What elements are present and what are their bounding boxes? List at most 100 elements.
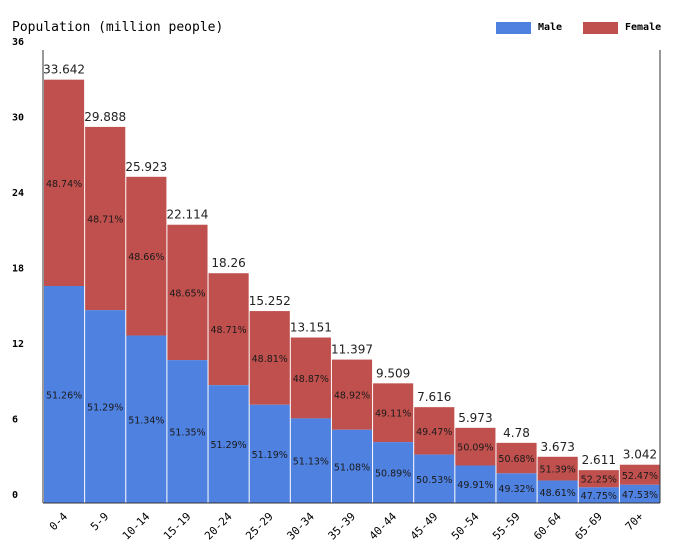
bar-male-50-54 [455,465,496,503]
y-tick-label: 24 [12,188,24,199]
x-tick-label: 60-64 [531,510,564,543]
male-percent-label: 51.29% [87,403,123,414]
bar-female-5-9 [85,126,126,311]
male-percent-label: 51.26% [46,391,82,402]
bar-male-45-49 [414,454,455,503]
total-label: 7.616 [417,390,451,404]
female-percent-label: 48.65% [169,288,205,299]
y-axis: 0 6 12 18 24 30 36 [12,37,24,501]
x-tick-label: 30-34 [284,510,317,543]
male-percent-label: 51.19% [252,450,288,461]
female-percent-label: 48.87% [293,374,329,385]
female-percent-label: 52.25% [581,475,617,486]
bar-female-45-49 [414,407,455,455]
male-percent-label: 50.53% [416,475,452,486]
y-tick-label: 30 [12,113,24,124]
x-tick-label: 45-49 [408,510,441,543]
male-percent-label: 48.61% [540,488,576,499]
bar-female-25-29 [249,311,290,405]
x-tick-label: 55-59 [490,510,523,543]
bar-male-60-64 [537,480,578,503]
female-percent-label: 48.71% [210,325,246,336]
x-tick-label: 10-14 [120,510,153,543]
total-label: 2.611 [582,453,616,467]
legend-swatch-female [583,22,618,34]
total-label: 25.923 [125,160,167,174]
x-tick-label: 35-39 [326,510,359,543]
legend-swatch-male [496,22,531,34]
female-percent-label: 49.11% [375,409,411,420]
male-percent-label: 51.13% [293,457,329,468]
x-tick-label: 0-4 [47,510,71,534]
bar-male-20-24 [208,385,249,503]
male-percent-label: 49.91% [457,480,493,491]
total-label: 13.151 [290,321,332,335]
bar-female-50-54 [455,427,496,466]
total-label: 9.509 [376,366,410,380]
female-percent-label: 48.71% [87,215,123,226]
bar-male-70+ [619,484,660,503]
x-tick-label: 70+ [623,510,647,534]
bar-female-10-14 [126,176,167,336]
bar-male-15-19 [167,360,208,503]
female-percent-label: 51.39% [540,465,576,476]
male-percent-label: 49.32% [498,484,534,495]
legend-label-female: Female [625,22,661,33]
bar-male-30-34 [290,418,331,503]
bar-female-35-39 [331,359,373,430]
bar-male-55-59 [496,473,537,503]
bar-male-25-29 [249,404,290,503]
bar-male-10-14 [126,335,167,503]
female-percent-label: 50.09% [457,443,493,454]
bar-female-60-64 [537,456,578,481]
female-percent-label: 49.47% [416,427,452,438]
x-tick-label: 40-44 [367,510,400,543]
female-percent-label: 50.68% [498,454,534,465]
bar-male-0-4 [44,286,85,503]
bar-female-65-69 [578,470,619,488]
labels-group: 33.642 48.74% 51.26% 29.888 48.71% 51.29% 25.9… [43,63,658,502]
female-percent-label: 48.92% [334,391,370,402]
male-percent-label: 51.34% [128,415,164,426]
bar-female-0-4 [44,79,85,287]
x-tick-label: 50-54 [449,510,482,543]
female-percent-label: 48.66% [128,252,164,263]
total-label: 3.042 [623,448,657,462]
legend-label-male: Male [538,22,562,33]
bar-female-70+ [619,464,660,485]
male-percent-label: 51.35% [169,428,205,439]
total-label: 33.642 [43,63,85,77]
x-tick-label: 15-19 [161,510,194,543]
total-label: 29.888 [84,110,126,124]
total-label: 11.397 [331,343,373,357]
male-percent-label: 47.75% [581,491,617,502]
total-label: 18.26 [211,256,245,270]
chart-title: Population (million people) [12,20,223,35]
bar-female-55-59 [496,442,537,474]
total-label: 4.78 [503,426,530,440]
total-label: 3.673 [540,440,574,454]
y-tick-label: 12 [12,339,24,350]
y-tick-label: 36 [12,37,24,48]
x-tick-label: 65-69 [572,510,605,543]
bar-female-15-19 [167,224,208,361]
bar-female-30-34 [290,337,331,419]
x-tick-label: 5-9 [88,510,111,533]
y-tick-label: 0 [12,490,18,501]
bar-female-20-24 [208,273,249,386]
male-percent-label: 51.29% [210,440,246,451]
bar-male-35-39 [331,429,373,503]
female-percent-label: 52.47% [622,471,658,482]
female-percent-label: 48.81% [252,354,288,365]
legend: Male Female [496,22,661,34]
total-label: 5.973 [458,411,492,425]
x-tick-label: 25-29 [243,510,276,543]
bar-male-40-44 [373,442,414,503]
y-tick-label: 18 [12,264,24,275]
x-axis: 0-4 5-9 10-14 15-19 20-24 25-29 30-34 35-39 40-4… [47,510,646,543]
bar-male-5-9 [85,310,126,503]
total-label: 15.252 [249,294,291,308]
female-percent-label: 48.74% [46,179,82,190]
bar-female-40-44 [373,383,414,443]
